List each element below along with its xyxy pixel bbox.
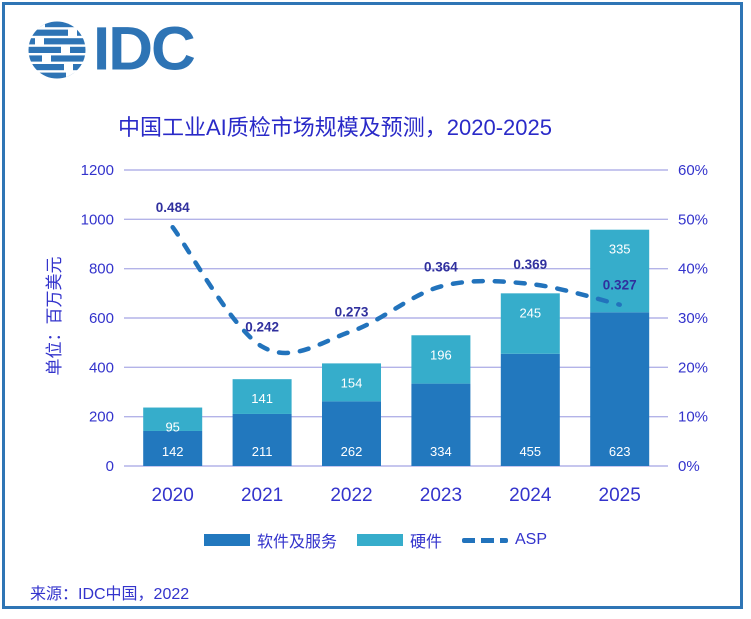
legend-swatch-hardware — [356, 534, 403, 546]
bar-segment-software — [590, 312, 650, 466]
legend-label-asp: ASP — [515, 531, 548, 548]
x-axis-category-label: 2020 — [152, 485, 194, 506]
bar-value-label-software: 623 — [609, 444, 631, 459]
bar-segment-software — [322, 401, 381, 466]
x-axis-category-label: 2022 — [330, 485, 372, 506]
left-axis-tick-label: 200 — [89, 409, 114, 426]
bar-segment-hardware — [322, 363, 381, 402]
asp-value-label: 0.273 — [335, 304, 369, 319]
asp-value-label: 0.369 — [513, 257, 547, 272]
source-note: 来源：IDC中国，2022 — [30, 586, 190, 603]
bar-segment-software — [232, 413, 292, 466]
legend-swatch-software — [203, 534, 250, 546]
bar-value-label-hardware: 196 — [430, 347, 452, 362]
bar-segment-software — [500, 353, 560, 466]
chart-plot-area: 0 200 400 600 800 1000 1200 0% 10% 20% 30% 40% 50% 60… — [81, 162, 708, 506]
bar-value-label-hardware: 245 — [519, 305, 541, 320]
bar-value-label-software: 334 — [430, 444, 452, 459]
right-axis-tick-label: 0% — [678, 458, 700, 475]
asp-trend-line — [170, 224, 622, 356]
x-axis-category-label: 2021 — [241, 485, 283, 506]
idc-logo-text: IDC — [93, 15, 196, 84]
chart-title: 中国工业AI质检市场规模及预测，2020-2025 — [118, 115, 552, 140]
bar-segment-hardware — [143, 407, 203, 431]
bar-segment-software — [143, 430, 203, 466]
bar-segment-hardware — [232, 379, 292, 414]
bar-segment-hardware — [500, 293, 560, 354]
bar-value-label-software: 142 — [162, 444, 184, 459]
idc-logo: IDC — [28, 15, 196, 84]
right-axis-tick-label: 30% — [678, 310, 708, 327]
left-axis-tick-label: 400 — [89, 359, 114, 376]
bar-value-label-hardware: 141 — [251, 391, 273, 406]
asp-value-label: 0.327 — [603, 278, 637, 293]
left-axis-tick-label: 600 — [89, 310, 114, 327]
bar-segment-hardware — [411, 335, 471, 384]
bar-value-label-hardware: 335 — [609, 242, 631, 257]
right-axis-tick-label: 40% — [678, 261, 708, 278]
right-axis-tick-label: 50% — [678, 211, 708, 228]
bar-value-label-software: 262 — [341, 444, 363, 459]
left-axis-tick-label: 1200 — [81, 162, 114, 179]
idc-globe-icon — [28, 21, 86, 79]
legend-item-software: 软件及服务 — [203, 528, 337, 552]
asp-value-label: 0.484 — [156, 200, 190, 215]
left-axis-tick-label: 1000 — [81, 211, 114, 228]
chart-legend: 软件及服务 硬件 ASP — [5, 528, 740, 552]
asp-value-label: 0.364 — [424, 259, 458, 274]
right-axis-tick-label: 60% — [678, 162, 708, 179]
bar-value-label-hardware: 95 — [165, 420, 179, 435]
asp-value-label: 0.242 — [245, 320, 279, 335]
bar-value-label-software: 211 — [252, 444, 273, 459]
x-axis-category-label: 2024 — [509, 485, 552, 506]
legend-label-software: 软件及服务 — [256, 534, 337, 551]
legend-item-asp: ASP — [462, 531, 547, 549]
right-axis-tick-label: 20% — [678, 359, 708, 376]
legend-item-hardware: 硬件 — [356, 528, 442, 552]
left-axis-tick-label: 0 — [106, 458, 114, 475]
x-axis-category-label: 2023 — [420, 485, 462, 506]
bar-segment-software — [411, 383, 471, 466]
left-axis-tick-label: 800 — [89, 261, 114, 278]
legend-swatch-asp-dashed-line — [462, 537, 508, 543]
bar-value-label-software: 455 — [519, 444, 541, 459]
right-axis-tick-label: 10% — [678, 409, 708, 426]
x-axis-category-label: 2025 — [599, 485, 641, 506]
legend-label-hardware: 硬件 — [409, 534, 442, 551]
bar-value-label-hardware: 154 — [341, 375, 363, 390]
